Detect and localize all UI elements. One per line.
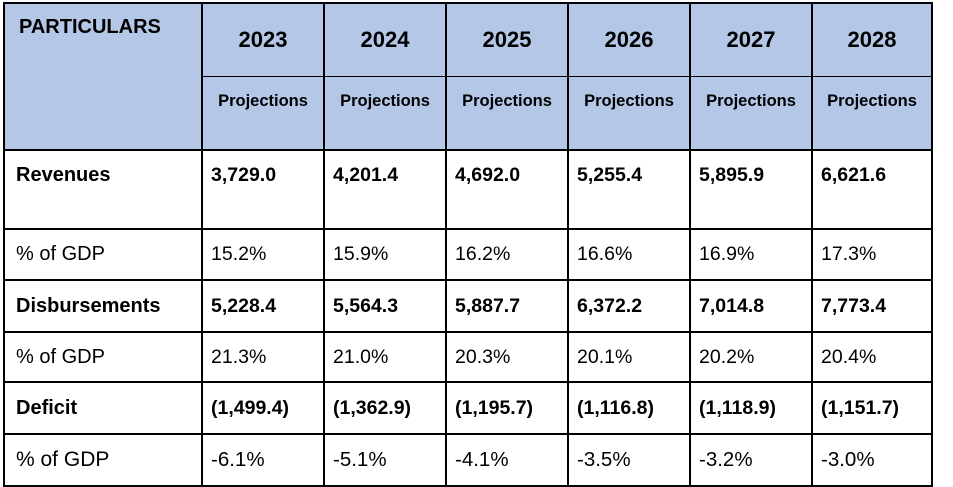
projections-subheader: Projections — [567, 76, 691, 151]
table-cell: 5,887.7 — [445, 279, 569, 333]
year-header-row: PARTICULARS 2023 2024 2025 2026 2027 202… — [3, 2, 933, 151]
table-cell: (1,499.4) — [201, 381, 325, 435]
table-cell: 20.3% — [445, 331, 569, 383]
table-cell: 7,014.8 — [689, 279, 813, 333]
table-cell: 21.3% — [201, 331, 325, 383]
year-header: 2025 — [445, 2, 569, 77]
table-cell: (1,118.9) — [689, 381, 813, 435]
row-label: % of GDP — [3, 331, 203, 383]
projections-subheader: Projections — [689, 76, 813, 151]
table-cell: 4,201.4 — [323, 149, 447, 230]
table-cell: 7,773.4 — [811, 279, 933, 333]
row-label: Deficit — [3, 381, 203, 435]
table-row-disbursements: Disbursements 5,228.4 5,564.3 5,887.7 6,… — [3, 279, 933, 333]
year-header: 2027 — [689, 2, 813, 77]
table-cell: 6,372.2 — [567, 279, 691, 333]
table-cell: 21.0% — [323, 331, 447, 383]
year-header: 2028 — [811, 2, 933, 77]
table-cell: 16.2% — [445, 228, 569, 281]
table-row-revenues-gdp: % of GDP 15.2% 15.9% 16.2% 16.6% 16.9% 1… — [3, 228, 933, 281]
table-cell: 5,564.3 — [323, 279, 447, 333]
row-label: Revenues — [3, 149, 203, 230]
fiscal-projections-table: PARTICULARS 2023 2024 2025 2026 2027 202… — [3, 2, 933, 487]
table-cell: 15.9% — [323, 228, 447, 281]
projections-header-row: Projections Projections Projections Proj… — [4, 76, 933, 151]
row-label: % of GDP — [3, 228, 203, 281]
table-cell: 5,255.4 — [567, 149, 691, 230]
table-cell: -3.0% — [811, 433, 933, 487]
table-cell: 20.1% — [567, 331, 691, 383]
table-cell: 5,228.4 — [201, 279, 325, 333]
projections-subheader: Projections — [323, 76, 447, 151]
table-cell: 15.2% — [201, 228, 325, 281]
table-cell: 3,729.0 — [201, 149, 325, 230]
projections-subheader: Projections — [811, 76, 933, 151]
table-cell: -4.1% — [445, 433, 569, 487]
year-header: 2024 — [323, 2, 447, 77]
table-cell: 20.2% — [689, 331, 813, 383]
table-cell: (1,362.9) — [323, 381, 447, 435]
year-header: 2026 — [567, 2, 691, 77]
table-cell: 5,895.9 — [689, 149, 813, 230]
table-row-revenues: Revenues 3,729.0 4,201.4 4,692.0 5,255.4… — [3, 149, 933, 230]
table-cell: (1,151.7) — [811, 381, 933, 435]
table-cell: -3.5% — [567, 433, 691, 487]
row-label: % of GDP — [3, 433, 203, 487]
table-row-disbursements-gdp: % of GDP 21.3% 21.0% 20.3% 20.1% 20.2% 2… — [3, 331, 933, 383]
projections-subheader: Projections — [445, 76, 569, 151]
particulars-header: PARTICULARS — [3, 2, 203, 151]
table-row-deficit-gdp: % of GDP -6.1% -5.1% -4.1% -3.5% -3.2% -… — [3, 433, 933, 487]
year-header: 2023 — [201, 2, 325, 77]
projections-subheader: Projections — [201, 76, 325, 151]
table-cell: 17.3% — [811, 228, 933, 281]
row-label: Disbursements — [3, 279, 203, 333]
table-cell: 20.4% — [811, 331, 933, 383]
table-cell: (1,195.7) — [445, 381, 569, 435]
table-cell: 6,621.6 — [811, 149, 933, 230]
table-cell: -6.1% — [201, 433, 325, 487]
table-cell: 16.9% — [689, 228, 813, 281]
table-row-deficit: Deficit (1,499.4) (1,362.9) (1,195.7) (1… — [3, 381, 933, 435]
table-cell: 4,692.0 — [445, 149, 569, 230]
table-cell: (1,116.8) — [567, 381, 691, 435]
table-cell: -5.1% — [323, 433, 447, 487]
table-cell: -3.2% — [689, 433, 813, 487]
table-cell: 16.6% — [567, 228, 691, 281]
